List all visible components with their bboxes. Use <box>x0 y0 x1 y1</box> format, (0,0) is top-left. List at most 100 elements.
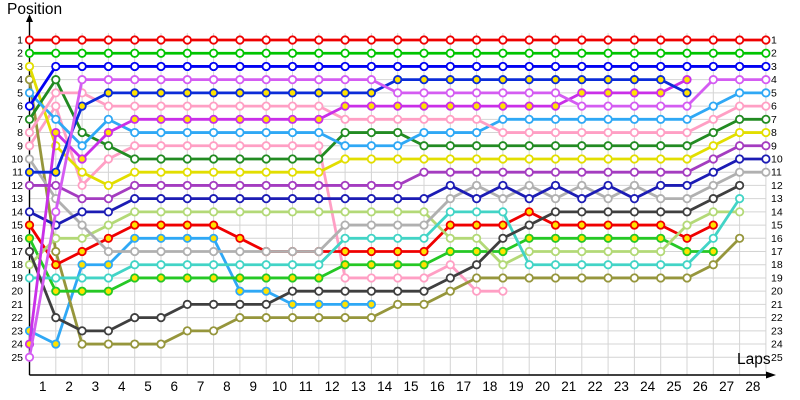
lap-marker <box>603 207 613 217</box>
lap-marker <box>498 167 508 177</box>
lap-marker <box>287 114 298 124</box>
position-tick-label-left: 21 <box>11 299 23 311</box>
lap-marker <box>182 260 192 270</box>
lap-tick-label: 13 <box>351 379 366 394</box>
lap-marker <box>393 260 403 270</box>
lap-marker <box>261 273 271 283</box>
position-tick-label-right: 11 <box>771 167 782 179</box>
lap-marker <box>629 180 640 191</box>
lap-marker <box>550 141 561 151</box>
lap-marker <box>393 75 403 85</box>
lap-marker <box>24 48 35 58</box>
lap-marker <box>314 114 324 124</box>
lap-marker <box>77 260 87 270</box>
position-tick-label-right: 6 <box>771 101 777 113</box>
lap-marker <box>51 114 61 124</box>
lap-marker <box>156 61 166 72</box>
lap-marker <box>366 220 376 230</box>
lap-marker <box>656 141 666 151</box>
lap-marker <box>77 339 87 349</box>
lap-marker <box>103 273 114 283</box>
lap-marker <box>577 114 587 124</box>
lap-marker <box>51 35 61 45</box>
lap-marker <box>235 167 245 177</box>
series-car-pink2 <box>24 101 508 296</box>
lap-marker <box>761 141 771 151</box>
lap-marker <box>156 88 166 98</box>
lap-marker <box>603 75 613 85</box>
lap-marker <box>314 154 324 164</box>
lap-marker <box>524 141 534 151</box>
lap-marker <box>550 233 561 243</box>
lap-marker <box>261 299 271 309</box>
lap-marker <box>577 141 587 151</box>
lap-marker <box>182 101 192 111</box>
position-tick-label-left: 2 <box>17 48 23 60</box>
lap-tick-label: 10 <box>272 379 287 394</box>
lap-marker <box>366 207 376 217</box>
lap-marker <box>761 48 771 58</box>
lap-marker <box>340 313 350 323</box>
lap-marker <box>366 114 376 124</box>
lap-marker <box>656 127 666 138</box>
lap-marker <box>445 114 455 124</box>
lap-marker <box>498 61 508 72</box>
lap-marker <box>235 299 245 309</box>
lap-tick-label: 7 <box>197 379 205 394</box>
lap-marker <box>471 273 482 283</box>
lap-marker <box>445 273 455 283</box>
lap-marker <box>577 220 587 230</box>
lap-marker <box>51 75 61 85</box>
position-tick-label-right: 2 <box>771 48 777 60</box>
lap-marker <box>24 273 35 283</box>
lap-marker <box>24 220 35 230</box>
lap-marker <box>287 154 298 164</box>
lap-marker <box>209 180 219 191</box>
series-car-violet-yellow <box>24 75 692 349</box>
lap-marker <box>51 180 61 191</box>
lap-marker <box>656 48 666 58</box>
lap-tick-label: 8 <box>223 379 231 394</box>
lap-marker <box>235 233 245 243</box>
lap-marker <box>524 154 534 164</box>
lap-marker <box>103 260 114 270</box>
lap-marker <box>24 352 35 362</box>
lap-marker <box>761 75 771 85</box>
lap-tick-label: 4 <box>118 379 126 394</box>
lap-marker <box>182 246 192 257</box>
lap-marker <box>708 127 718 138</box>
lap-marker <box>524 114 534 124</box>
lap-marker <box>577 154 587 164</box>
lap-marker <box>366 246 376 257</box>
lap-marker <box>734 194 745 204</box>
lap-marker <box>761 114 771 124</box>
lap-marker <box>708 207 718 217</box>
lap-marker <box>393 233 403 243</box>
lap-marker <box>498 233 508 243</box>
lap-marker <box>603 101 613 111</box>
lap-marker <box>498 141 508 151</box>
lap-marker <box>156 194 166 204</box>
lap-marker <box>156 180 166 191</box>
lap-marker <box>314 194 324 204</box>
lap-marker <box>182 48 192 58</box>
gridlines <box>29 33 767 375</box>
lap-marker <box>366 299 376 309</box>
series-car-violet-white <box>24 75 771 362</box>
lap-marker <box>445 246 455 257</box>
lap-marker <box>445 207 455 217</box>
lap-marker <box>366 313 376 323</box>
lap-marker <box>393 88 403 98</box>
lap-marker <box>287 101 298 111</box>
lap-marker <box>287 246 298 257</box>
lap-marker <box>471 154 482 164</box>
lap-marker <box>603 194 613 204</box>
position-tick-label-right: 23 <box>771 325 783 337</box>
lap-marker <box>708 154 718 164</box>
series-line <box>28 184 741 333</box>
position-tick-label-right: 10 <box>771 153 783 165</box>
lap-marker <box>656 246 666 257</box>
lap-marker <box>419 75 429 85</box>
series-car-navy-yellow <box>24 75 692 177</box>
